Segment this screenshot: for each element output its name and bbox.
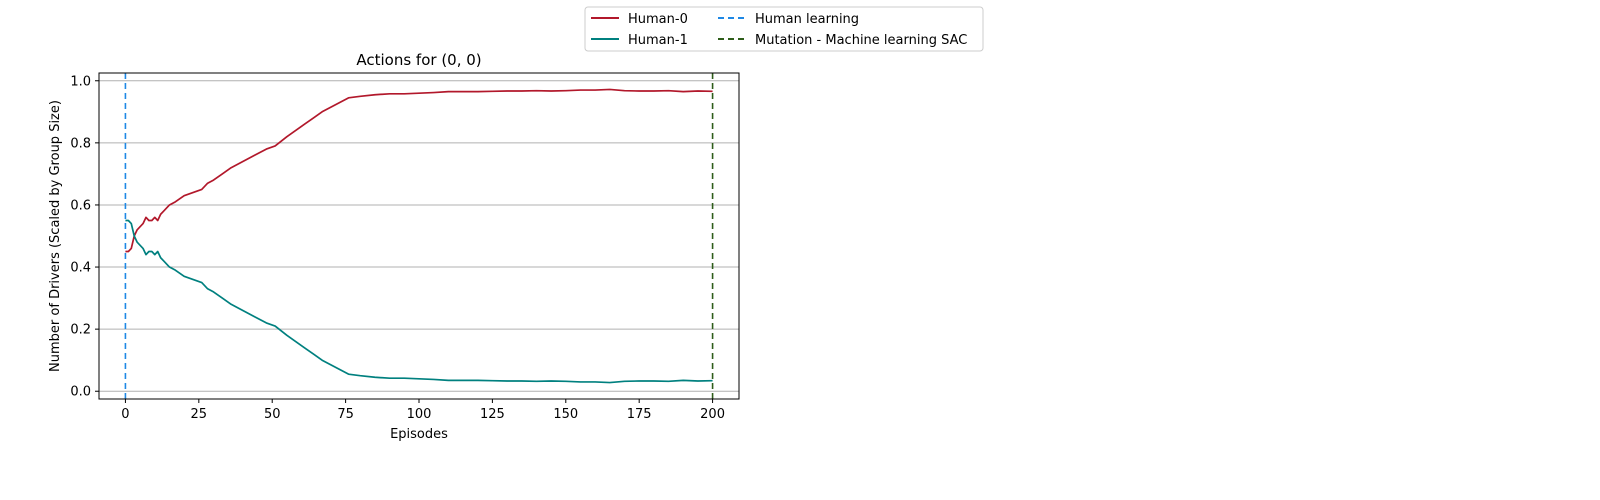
vertical-reference-lines (124, 73, 714, 399)
x-tick-label: 75 (337, 407, 354, 422)
x-axis-ticks: 0 25 50 75 100 125 150 175 200 (121, 399, 725, 422)
plot-area-frame (98, 72, 740, 400)
legend-label-human-learning: Human learning (755, 12, 859, 27)
grid-lines (99, 80, 739, 392)
legend-label-human-1: Human-1 (628, 33, 688, 48)
y-tick-label: 0.0 (70, 385, 91, 400)
x-tick-label: 150 (553, 407, 578, 422)
x-axis-label: Episodes (390, 427, 448, 442)
x-tick-label: 200 (700, 407, 725, 422)
x-tick-label: 175 (627, 407, 652, 422)
x-tick-label: 50 (264, 407, 281, 422)
series-line-human-0 (125, 88, 713, 253)
legend: Human-0 Human-1 Human learning Mutation … (584, 6, 984, 52)
series-line-human-1 (125, 219, 713, 384)
chart-title: Actions for (0, 0) (356, 51, 481, 69)
x-tick-label: 25 (191, 407, 208, 422)
y-tick-label: 0.2 (70, 323, 91, 338)
legend-frame (584, 6, 984, 52)
y-tick-label: 0.8 (70, 136, 91, 151)
y-tick-label: 0.4 (70, 261, 91, 276)
legend-label-mutation-sac: Mutation - Machine learning SAC (755, 33, 967, 48)
y-tick-label: 1.0 (70, 74, 91, 89)
y-axis-ticks: 0.0 0.2 0.4 0.6 0.8 1.0 (70, 74, 99, 400)
series-lines (125, 88, 713, 384)
legend-label-human-0: Human-0 (628, 12, 688, 27)
x-tick-label: 125 (480, 407, 505, 422)
x-tick-label: 100 (407, 407, 432, 422)
y-tick-label: 0.6 (70, 198, 91, 213)
y-axis-label: Number of Drivers (Scaled by Group Size) (48, 100, 63, 372)
x-tick-label: 0 (121, 407, 129, 422)
